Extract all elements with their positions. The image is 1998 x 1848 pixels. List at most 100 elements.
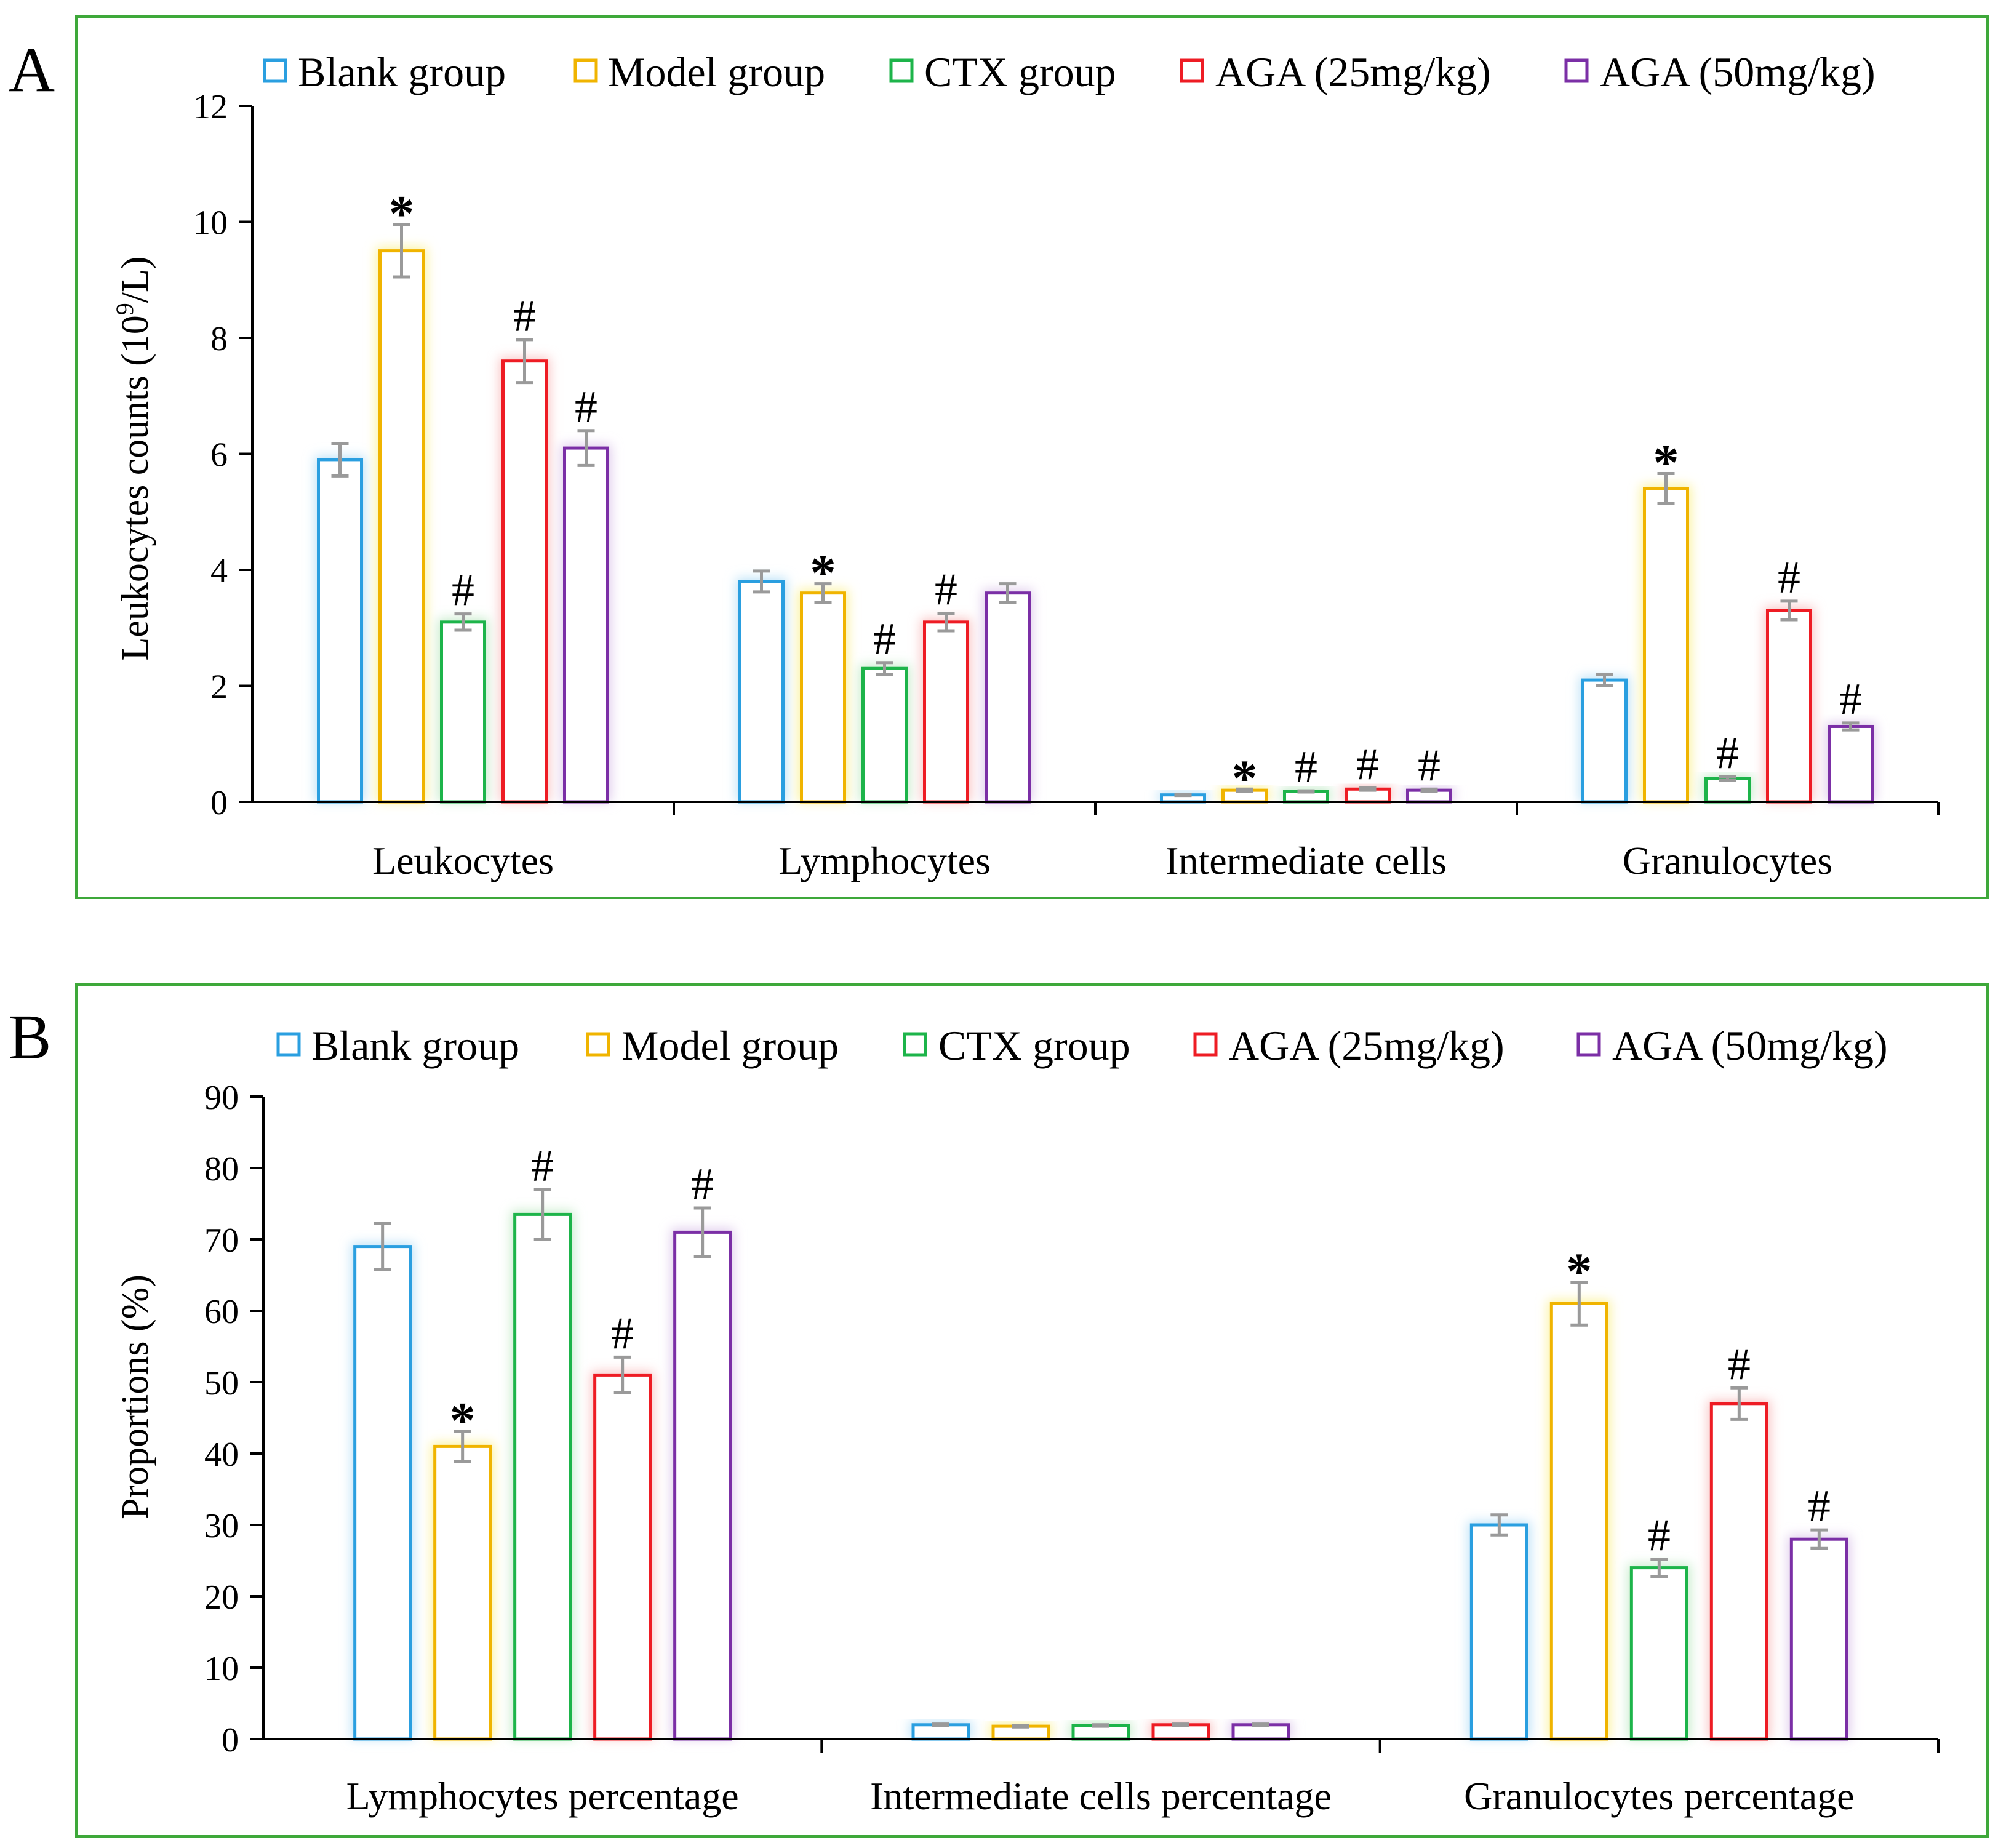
- y-tick-label: 0: [222, 1721, 239, 1759]
- error-bar-blank-group-intermediate-cells-percentage: [932, 1722, 949, 1727]
- legend-item-ctx: CTX group: [903, 1022, 1130, 1069]
- bar-aga-25mg-kg-granulocytes-percentage: [1709, 1402, 1768, 1741]
- bar-aga-50mg-kg-lymphocytes-percentage: [673, 1230, 732, 1741]
- error-bar-model-group-intermediate-cells: [1236, 787, 1253, 793]
- bar-aga-50mg-kg-granulocytes-percentage: [1789, 1537, 1848, 1741]
- error-bar-model-group-lymphocytes: [814, 582, 832, 604]
- error-bar-ctx-group-granulocytes: [1719, 775, 1736, 782]
- category-label-intermediate-cells-percentage: Intermediate cells percentage: [870, 1774, 1332, 1818]
- error-bar-model-group-lymphocytes-percentage: [454, 1430, 471, 1463]
- y-tick-label: 20: [204, 1578, 239, 1617]
- panel-a-plot-area: 0 2 4 6 8 10 12 * # # # Leukocytes * # # Lymphocytes * # #…: [193, 88, 1940, 882]
- error-bar-model-group-leukocytes: [393, 223, 410, 279]
- y-tick-label: 60: [204, 1293, 239, 1331]
- error-bar-ctx-group-lymphocytes-percentage: [533, 1188, 551, 1241]
- error-bar-model-group-granulocytes-percentage: [1570, 1281, 1588, 1327]
- error-bar-model-group-granulocytes: [1657, 472, 1675, 506]
- y-tick-label: 6: [210, 436, 228, 474]
- panel-b-legend: Blank group Model group CTX group AGA (2…: [276, 1022, 1888, 1069]
- legend-label-aga50: AGA (50mg/kg): [1612, 1022, 1888, 1069]
- bar-ctx-group-leukocytes: [440, 620, 486, 804]
- panel-b-frame: [75, 983, 1989, 1838]
- bar-blank-group-granulocytes-percentage: [1469, 1523, 1528, 1741]
- category-label-leukocytes: Leukocytes: [372, 839, 554, 882]
- y-tick-label: 90: [204, 1079, 239, 1117]
- error-bar-aga-25mg-kg-leukocytes: [516, 338, 533, 385]
- legend-item-ctx: CTX group: [889, 49, 1116, 95]
- y-tick-label: 4: [210, 552, 228, 590]
- bar-ctx-group-lymphocytes: [861, 666, 908, 804]
- legend-item-blank: Blank group: [263, 49, 506, 95]
- legend-label-blank: Blank group: [311, 1022, 519, 1069]
- error-bar-aga-25mg-kg-intermediate-cells: [1359, 786, 1377, 792]
- legend-label-ctx: CTX group: [924, 49, 1116, 95]
- bar-blank-group-granulocytes: [1581, 678, 1628, 804]
- error-bar-ctx-group-granulocytes-percentage: [1650, 1558, 1668, 1578]
- significance-marker-model-group-leukocytes: *: [389, 185, 415, 242]
- y-tick-label: 40: [204, 1436, 239, 1474]
- error-bar-model-group-intermediate-cells-percentage: [1012, 1724, 1029, 1729]
- significance-marker-model-group-intermediate-cells: *: [1232, 750, 1258, 807]
- error-bar-aga-50mg-kg-granulocytes: [1842, 721, 1860, 732]
- category-label-lymphocytes-percentage: Lymphocytes percentage: [346, 1774, 739, 1818]
- bar-aga-50mg-kg-leukocytes: [563, 446, 609, 804]
- significance-marker-aga-25mg-kg-lymphocytes-percentage: #: [611, 1308, 634, 1359]
- legend-swatch-blank: [263, 58, 287, 83]
- error-bar-aga-25mg-kg-lymphocytes-percentage: [613, 1355, 631, 1394]
- significance-marker-aga-25mg-kg-lymphocytes: #: [935, 565, 957, 615]
- bar-aga-25mg-kg-leukocytes: [501, 359, 548, 804]
- legend-item-aga50: AGA (50mg/kg): [1564, 49, 1876, 95]
- y-tick-label: 12: [193, 88, 228, 126]
- bar-aga-25mg-kg-lymphocytes-percentage: [593, 1373, 652, 1741]
- category-label-granulocytes: Granulocytes: [1623, 839, 1832, 882]
- bar-model-group-granulocytes-percentage: [1549, 1302, 1608, 1741]
- legend-label-model: Model group: [608, 49, 825, 95]
- bar-blank-group-lymphocytes-percentage: [353, 1245, 412, 1741]
- significance-marker-aga-50mg-kg-granulocytes-percentage: #: [1808, 1481, 1831, 1532]
- panel-a-legend: Blank group Model group CTX group AGA (2…: [263, 49, 1876, 95]
- bar-aga-50mg-kg-lymphocytes: [985, 591, 1031, 804]
- significance-marker-aga-25mg-kg-intermediate-cells: #: [1356, 739, 1379, 790]
- legend-swatch-ctx: [889, 58, 914, 83]
- significance-marker-aga-25mg-kg-leukocytes: #: [513, 291, 536, 342]
- error-bar-blank-group-lymphocytes-percentage: [374, 1222, 391, 1271]
- error-bar-blank-group-leukocytes: [331, 442, 349, 478]
- significance-marker-ctx-group-lymphocytes: #: [873, 614, 896, 665]
- error-bar-aga-25mg-kg-lymphocytes: [937, 612, 955, 633]
- panel-b-letter: B: [9, 1002, 51, 1073]
- error-bar-ctx-group-intermediate-cells-percentage: [1092, 1723, 1109, 1728]
- error-bar-aga-50mg-kg-lymphocytes-percentage: [693, 1206, 711, 1258]
- y-tick-label: 2: [210, 668, 228, 706]
- y-tick-label: 10: [193, 204, 228, 242]
- bar-aga-25mg-kg-granulocytes: [1766, 609, 1812, 804]
- legend-item-model: Model group: [573, 49, 825, 95]
- significance-marker-aga-50mg-kg-granulocytes: #: [1839, 674, 1862, 725]
- legend-swatch-ctx: [903, 1032, 927, 1057]
- legend-label-aga25: AGA (25mg/kg): [1229, 1022, 1504, 1069]
- significance-marker-ctx-group-granulocytes-percentage: #: [1648, 1511, 1671, 1561]
- error-bar-blank-group-granulocytes-percentage: [1490, 1513, 1508, 1537]
- bar-model-group-lymphocytes: [800, 591, 846, 804]
- significance-marker-model-group-granulocytes: *: [1653, 434, 1679, 492]
- error-bar-aga-25mg-kg-granulocytes-percentage: [1730, 1386, 1748, 1421]
- legend-swatch-aga50: [1576, 1032, 1601, 1057]
- legend-item-model: Model group: [586, 1022, 839, 1069]
- y-tick-label: 50: [204, 1364, 239, 1402]
- bar-ctx-group-lymphocytes-percentage: [513, 1212, 572, 1741]
- panel-b: B Blank group Model group CTX group AGA …: [9, 983, 1989, 1838]
- y-tick-label: 10: [204, 1650, 239, 1688]
- legend-label-model: Model group: [621, 1022, 839, 1069]
- bar-aga-50mg-kg-granulocytes: [1828, 724, 1874, 804]
- y-tick-label: 30: [204, 1507, 239, 1545]
- significance-marker-aga-50mg-kg-intermediate-cells: #: [1418, 740, 1441, 791]
- error-bar-blank-group-granulocytes: [1596, 673, 1613, 687]
- legend-swatch-aga25: [1193, 1032, 1218, 1057]
- significance-marker-model-group-granulocytes-percentage: *: [1566, 1243, 1592, 1300]
- error-bar-aga-50mg-kg-granulocytes-percentage: [1810, 1528, 1828, 1550]
- error-bar-ctx-group-lymphocytes: [876, 661, 893, 676]
- panel-a: A Blank group Model group CTX group AGA …: [9, 15, 1989, 899]
- panel-b-y-axis-label: Proportions (%): [114, 1274, 156, 1519]
- panel-a-letter: A: [9, 34, 55, 105]
- significance-marker-ctx-group-lymphocytes-percentage: #: [531, 1141, 554, 1191]
- legend-label-aga50: AGA (50mg/kg): [1600, 49, 1876, 95]
